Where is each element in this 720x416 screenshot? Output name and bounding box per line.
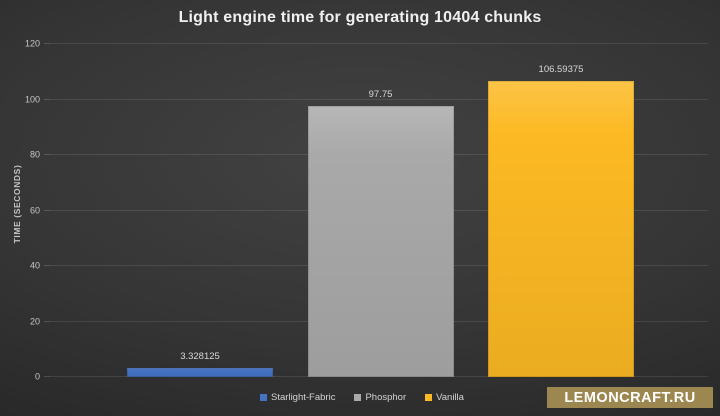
legend-item-vanilla: Vanilla <box>425 392 464 403</box>
y-tick-mark-120 <box>44 43 50 44</box>
y-tick-mark-0 <box>44 376 50 377</box>
chart-title: Light engine time for generating 10404 c… <box>178 9 542 26</box>
y-tick-mark-20 <box>44 320 50 322</box>
gridline-100 <box>50 98 708 100</box>
y-tick-label-20: 20 <box>29 316 40 326</box>
legend-item-starlight-fabric: Starlight-Fabric <box>260 392 335 403</box>
legend-marker-starlight-fabric-icon <box>260 394 268 401</box>
gridline-120 <box>50 43 708 44</box>
y-tick-label-80: 80 <box>29 149 40 160</box>
y-tick-label-60: 60 <box>29 205 40 215</box>
bar-value-label-vanilla: 106.59375 <box>538 64 584 76</box>
y-tick-label-0: 0 <box>34 371 40 382</box>
y-tick-label-100: 100 <box>24 94 40 104</box>
watermark-badge: LEMONCRAFT.RU <box>547 387 713 408</box>
bar-phosphor <box>307 105 454 377</box>
legend-label-starlight-fabric: Starlight-Fabric <box>271 392 336 403</box>
y-tick-mark-40 <box>44 265 50 266</box>
bar-starlight-fabric <box>127 367 273 377</box>
y-axis-tick-labels: 0 20 40 60 80 100 120 <box>0 39 45 381</box>
legend-item-phosphor: Phosphor <box>354 392 406 403</box>
legend-label-vanilla: Vanilla <box>436 392 464 403</box>
legend-marker-phosphor-icon <box>354 394 362 401</box>
legend-label-phosphor: Phosphor <box>365 392 407 403</box>
y-tick-label-120: 120 <box>24 38 40 49</box>
chart-legend: Starlight-Fabric Phosphor Vanilla <box>50 392 674 403</box>
bar-value-label-starlight-fabric: 3.328125 <box>180 350 220 362</box>
y-tick-mark-100 <box>44 98 50 100</box>
bar-vanilla <box>488 81 634 377</box>
plot-area: 3.328125 97.75 106.59375 <box>44 43 708 377</box>
y-tick-mark-60 <box>44 209 50 211</box>
y-tick-mark-80 <box>44 154 50 155</box>
bar-value-label-phosphor: 97.75 <box>368 88 393 100</box>
legend-marker-vanilla-icon <box>425 394 433 401</box>
y-tick-label-40: 40 <box>29 260 40 271</box>
